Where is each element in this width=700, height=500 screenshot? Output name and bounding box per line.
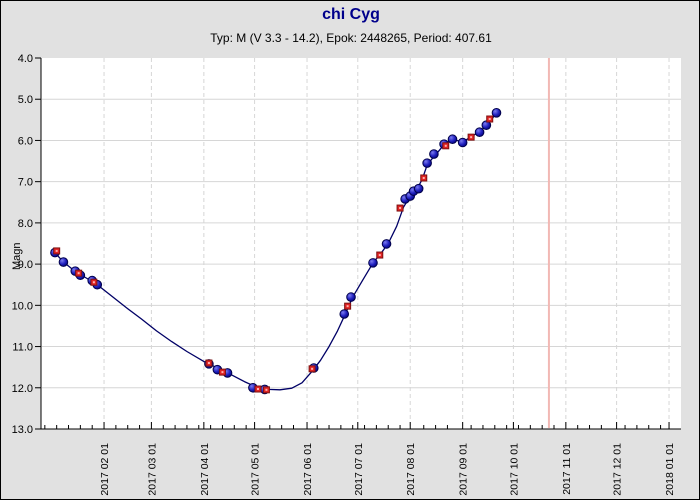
data-point-blue xyxy=(339,309,350,319)
data-point-red-center xyxy=(399,207,402,210)
data-point-red-center xyxy=(488,118,491,121)
x-tick-label: 2017 04 01 xyxy=(199,443,211,496)
page-title: chi Cyg xyxy=(322,6,380,23)
data-point-blue xyxy=(457,137,468,148)
data-point-red-center xyxy=(470,136,473,139)
data-point-blue xyxy=(447,134,458,145)
data-point-blue xyxy=(346,292,356,302)
data-point-red-center xyxy=(207,362,210,365)
y-tick-label: 4.0 xyxy=(18,53,33,65)
y-tick-label: 9.0 xyxy=(18,259,33,271)
data-point-red-center xyxy=(55,249,58,252)
y-tick-label: 12.0 xyxy=(12,383,33,395)
x-tick-label: 2018 01 01 xyxy=(664,443,676,496)
x-tick-label: 2017 08 01 xyxy=(405,443,417,496)
data-point-blue xyxy=(422,158,432,168)
data-point-blue xyxy=(368,258,378,268)
data-point-red-center xyxy=(444,144,447,147)
x-tick-label: 2017 02 01 xyxy=(99,443,111,496)
data-point-blue xyxy=(491,108,502,118)
x-tick-label: 2017 10 01 xyxy=(508,443,520,496)
data-point-blue xyxy=(429,149,439,159)
data-point-red-center xyxy=(221,371,224,374)
x-tick-label: 2017 06 01 xyxy=(302,443,314,496)
x-tick-label: 2017 07 01 xyxy=(353,443,365,496)
mean-light-curve xyxy=(52,112,498,391)
data-point-red-center xyxy=(378,254,381,257)
y-tick-label: 13.0 xyxy=(12,424,33,436)
y-tick-label: 11.0 xyxy=(12,342,33,354)
data-point-red-center xyxy=(77,272,80,275)
data-point-blue xyxy=(413,183,424,194)
chart-subtitle: Typ: M (V 3.3 - 14.2), Epok: 2448265, Pe… xyxy=(210,31,492,45)
data-point-blue xyxy=(381,239,392,249)
y-tick-label: 6.0 xyxy=(18,135,33,147)
x-tick-label: 2017 05 01 xyxy=(250,443,262,496)
y-tick-label: 5.0 xyxy=(18,94,33,106)
y-tick-label: 7.0 xyxy=(18,177,33,189)
data-point-blue xyxy=(474,127,485,137)
data-point-red-center xyxy=(92,281,95,284)
data-point-red-center xyxy=(311,367,314,370)
data-point-red-center xyxy=(346,305,349,308)
plot-area xyxy=(41,58,681,429)
x-tick-label: 2017 03 01 xyxy=(146,443,158,496)
data-point-red-center xyxy=(256,388,259,391)
data-point-red-center xyxy=(265,388,268,391)
x-tick-label: 2017 12 01 xyxy=(612,443,624,496)
y-tick-label: 8.0 xyxy=(18,218,33,230)
x-tick-label: 2017 11 01 xyxy=(561,443,573,495)
y-tick-label: 10.0 xyxy=(12,300,33,312)
data-point-blue xyxy=(58,257,69,267)
x-tick-label: 2017 09 01 xyxy=(458,443,470,496)
data-point-red-center xyxy=(422,176,425,179)
